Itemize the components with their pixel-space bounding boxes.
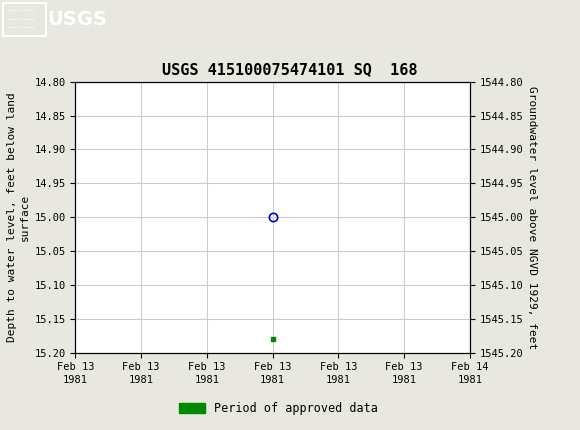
- Legend: Period of approved data: Period of approved data: [174, 397, 383, 420]
- Text: USGS: USGS: [48, 10, 107, 29]
- Text: ~~~~~: ~~~~~: [6, 25, 35, 31]
- Text: ~~~~~: ~~~~~: [6, 17, 35, 23]
- Text: ~~~~~: ~~~~~: [6, 8, 35, 14]
- Text: USGS 415100075474101 SQ  168: USGS 415100075474101 SQ 168: [162, 62, 418, 77]
- Y-axis label: Depth to water level, feet below land
surface: Depth to water level, feet below land su…: [7, 92, 30, 342]
- Y-axis label: Groundwater level above NGVD 1929, feet: Groundwater level above NGVD 1929, feet: [527, 86, 538, 349]
- Bar: [3, 3, 46, 37]
